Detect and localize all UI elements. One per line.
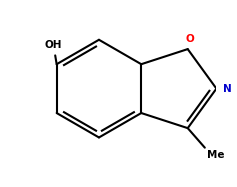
Text: O: O bbox=[186, 34, 195, 44]
Text: OH: OH bbox=[44, 39, 62, 50]
Text: N: N bbox=[223, 84, 232, 94]
Text: Me: Me bbox=[207, 150, 225, 160]
